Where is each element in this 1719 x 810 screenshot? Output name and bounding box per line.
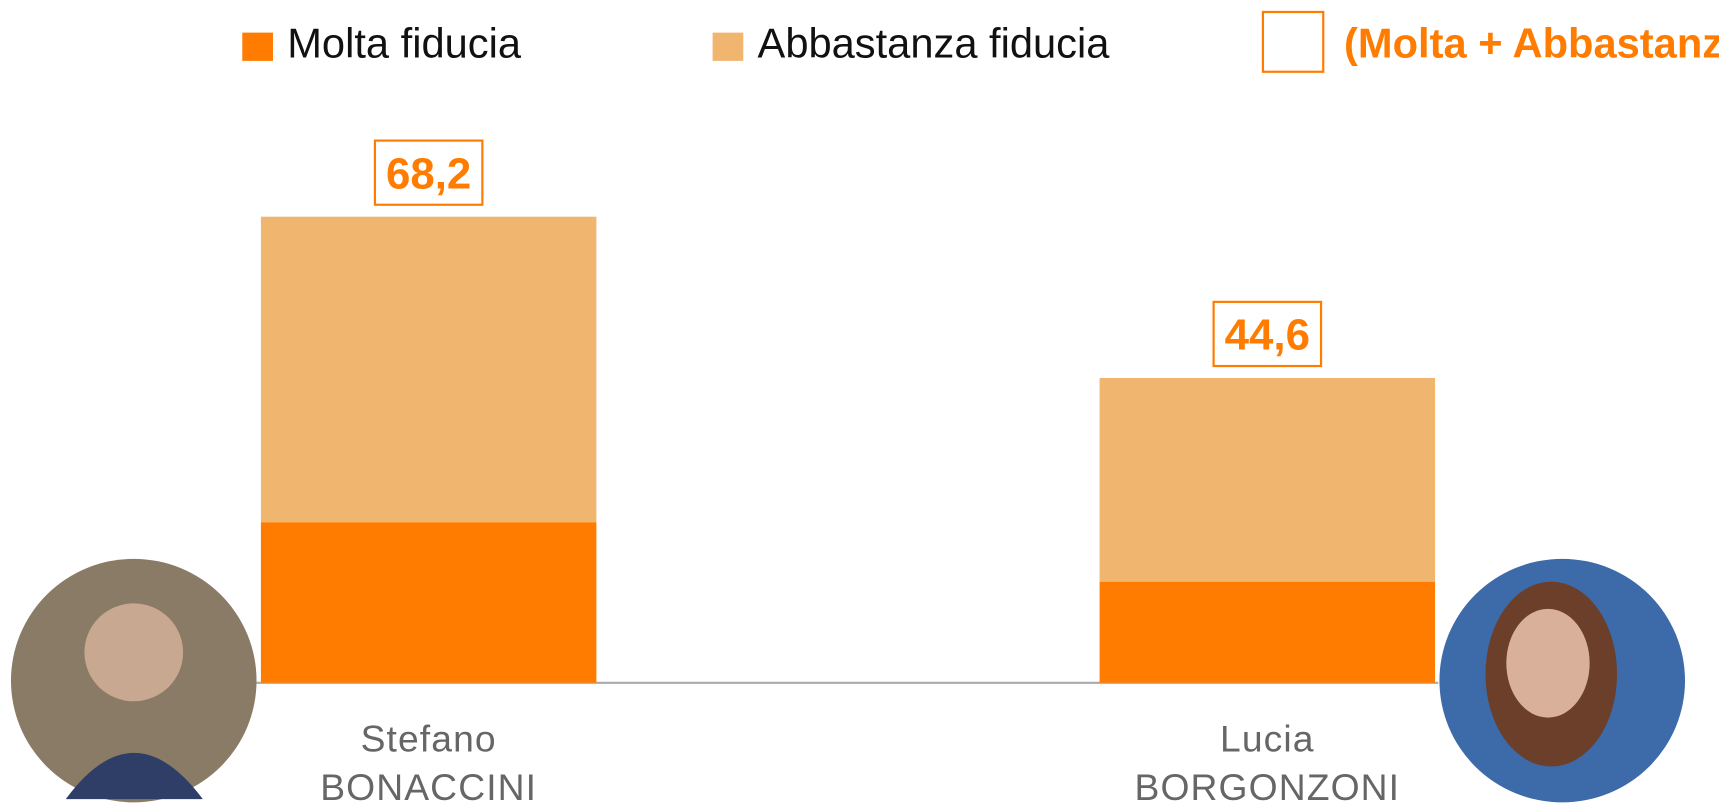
bar-segment xyxy=(1100,582,1435,683)
bar-segment xyxy=(261,522,596,683)
x-tick-label: Stefano xyxy=(361,717,497,759)
photo-borgonzoni xyxy=(1439,559,1685,803)
legend-label: Abbastanza fiducia xyxy=(758,20,1111,67)
legend-swatch xyxy=(242,33,273,61)
x-tick-label: Lucia xyxy=(1220,717,1315,759)
legend-label: Molta fiducia xyxy=(287,20,522,67)
total-label: 68,2 xyxy=(386,150,471,199)
legend-label: (Molta + Abbastanza) xyxy=(1344,20,1719,67)
x-tick-label: BONACCINI xyxy=(320,766,537,808)
legend-swatch xyxy=(1263,12,1323,72)
bar-segment xyxy=(1100,378,1435,582)
bar-segment xyxy=(261,217,596,522)
x-tick-label: BORGONZONI xyxy=(1135,766,1401,808)
legend-swatch xyxy=(713,33,744,61)
total-label: 44,6 xyxy=(1225,311,1310,360)
photo-bonaccini xyxy=(11,559,257,803)
page: {"chart_data": {"type": "stacked-bar", "… xyxy=(0,0,1719,810)
chart: Molta fiducia Abbastanza fiducia (Molta + … xyxy=(0,0,1719,810)
